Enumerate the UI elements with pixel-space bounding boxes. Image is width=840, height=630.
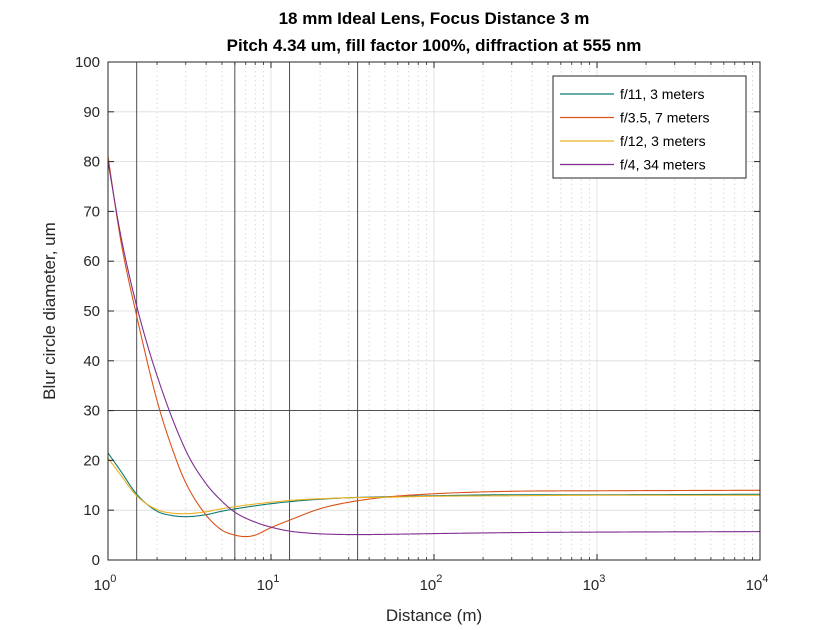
- x-tick-label-exponent: 4: [762, 573, 768, 585]
- series-line-3: [107, 457, 760, 515]
- x-tick-label-exponent: 0: [110, 573, 116, 585]
- reference-lines: [108, 62, 760, 560]
- y-tick-label: 50: [83, 303, 100, 320]
- y-axis-label: Blur circle diameter, um: [40, 222, 59, 400]
- legend-label-2: f/3.5, 7 meters: [620, 110, 709, 126]
- x-tick-label-base: 10: [94, 577, 111, 594]
- y-tick-label: 10: [83, 502, 100, 519]
- series-line-4: [107, 161, 761, 536]
- legend-label-3: f/12, 3 meters: [620, 133, 706, 149]
- y-tick-label: 30: [83, 403, 100, 420]
- x-tick-label-exponent: 2: [436, 573, 442, 585]
- x-tick-label: 101: [257, 573, 280, 594]
- y-tick-label: 100: [75, 54, 100, 71]
- x-tick-label: 100: [94, 573, 117, 594]
- y-tick-label: 60: [83, 253, 100, 270]
- y-tick-label: 70: [83, 203, 100, 220]
- y-tick-label: 90: [83, 104, 100, 121]
- y-tick-label: 80: [83, 154, 100, 171]
- x-tick-label-exponent: 3: [599, 573, 605, 585]
- series-lines: [107, 156, 761, 538]
- x-tick-label: 102: [420, 573, 443, 594]
- x-tick-label-base: 10: [746, 577, 763, 594]
- y-tick-label: 0: [92, 552, 100, 569]
- grid: [107, 61, 761, 561]
- y-tick-label: 20: [83, 452, 100, 469]
- y-tick-label: 40: [83, 353, 100, 370]
- chart-title-line-1: 18 mm Ideal Lens, Focus Distance 3 m: [279, 9, 590, 28]
- axis-ticks: [107, 61, 761, 561]
- x-tick-label-base: 10: [420, 577, 437, 594]
- legend-label-1: f/11, 3 meters: [620, 86, 705, 102]
- x-tick-label: 103: [583, 573, 606, 594]
- x-tick-label-base: 10: [257, 577, 274, 594]
- x-tick-label: 104: [746, 573, 769, 594]
- chart-title-line-2: Pitch 4.34 um, fill factor 100%, diffrac…: [227, 36, 642, 55]
- legend-box: [552, 75, 747, 179]
- series-line-2: [107, 156, 761, 538]
- series-line-1: [107, 452, 761, 518]
- x-tick-label-exponent: 1: [273, 573, 279, 585]
- legend-label-4: f/4, 34 meters: [620, 157, 706, 173]
- x-axis-label: Distance (m): [386, 606, 482, 625]
- x-tick-label-base: 10: [583, 577, 600, 594]
- legend: f/11, 3 meters f/3.5, 7 meters f/12, 3 met…: [552, 75, 747, 179]
